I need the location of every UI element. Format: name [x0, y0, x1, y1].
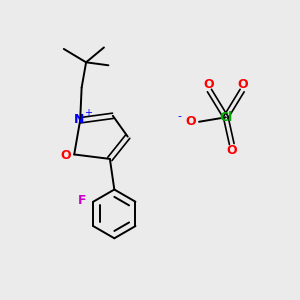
Text: O: O [61, 149, 71, 162]
Text: F: F [78, 194, 86, 207]
Text: O: O [185, 115, 196, 128]
Text: -: - [178, 111, 182, 122]
Text: O: O [226, 144, 237, 157]
Text: O: O [203, 77, 214, 91]
Text: +: + [84, 108, 92, 118]
Text: N: N [74, 113, 84, 126]
Text: O: O [237, 77, 248, 91]
Text: Cl: Cl [219, 111, 232, 124]
